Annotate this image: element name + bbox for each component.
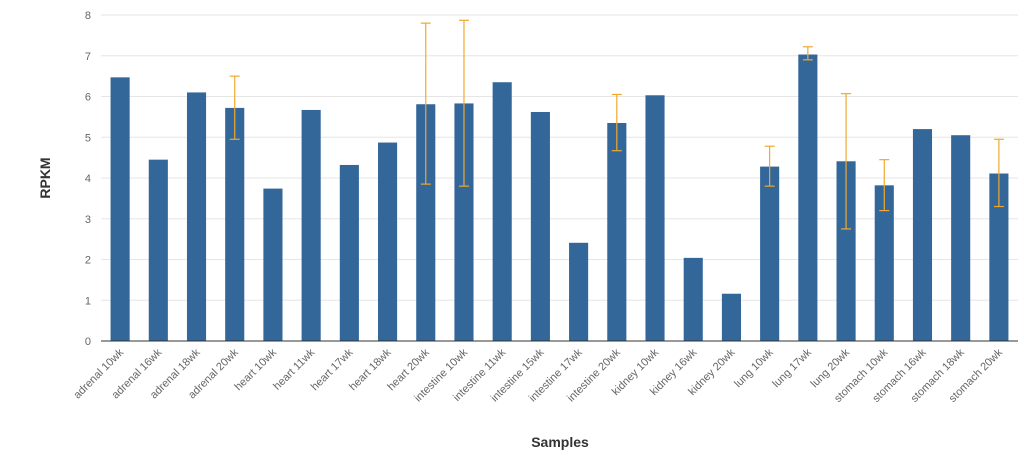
y-tick-label: 3 <box>85 214 91 226</box>
error-bar <box>802 46 813 61</box>
bar <box>836 161 856 341</box>
bar <box>798 54 818 342</box>
y-axis-title: RPKM <box>37 157 53 198</box>
x-tick-label: lung 17wk <box>770 346 814 390</box>
gridlines <box>101 14 1018 301</box>
bars <box>110 54 1009 342</box>
bar <box>683 257 703 341</box>
x-axis-title: Samples <box>531 434 589 450</box>
x-tick-label: lung 10wk <box>732 346 776 390</box>
bar <box>569 242 589 341</box>
y-tick-label: 0 <box>85 336 91 348</box>
bar <box>951 135 971 341</box>
error-bar <box>611 93 622 152</box>
error-bar <box>841 93 852 230</box>
bar <box>416 104 436 342</box>
bar <box>912 129 933 341</box>
bar <box>110 77 130 341</box>
error-bar <box>879 159 890 212</box>
error-bar <box>458 19 469 187</box>
error-bar <box>993 138 1004 208</box>
bar <box>454 103 474 342</box>
bar <box>607 122 627 341</box>
bar <box>530 111 550 341</box>
y-tick-label: 1 <box>85 295 91 307</box>
y-tick-label: 5 <box>85 132 91 144</box>
y-tick-label: 2 <box>85 255 91 267</box>
bar <box>148 159 168 341</box>
bar <box>301 109 321 341</box>
y-tick-label: 6 <box>85 92 91 104</box>
bar <box>760 166 780 341</box>
bar <box>874 185 894 341</box>
y-axis-ticks: 0 1 2 3 4 5 6 7 8 <box>85 10 91 348</box>
bar <box>492 82 512 342</box>
error-bars <box>229 19 1004 230</box>
bar <box>339 164 359 341</box>
bar <box>186 92 207 341</box>
y-tick-label: 8 <box>85 10 91 22</box>
bar <box>263 188 283 341</box>
bar <box>989 173 1009 341</box>
bar <box>645 95 665 341</box>
bar <box>378 142 398 341</box>
bar <box>225 107 245 341</box>
error-bar <box>764 145 775 187</box>
y-tick-label: 4 <box>85 173 91 185</box>
error-bar <box>420 22 431 185</box>
y-tick-label: 7 <box>85 51 91 63</box>
error-bar <box>229 75 240 140</box>
bar <box>721 293 741 341</box>
